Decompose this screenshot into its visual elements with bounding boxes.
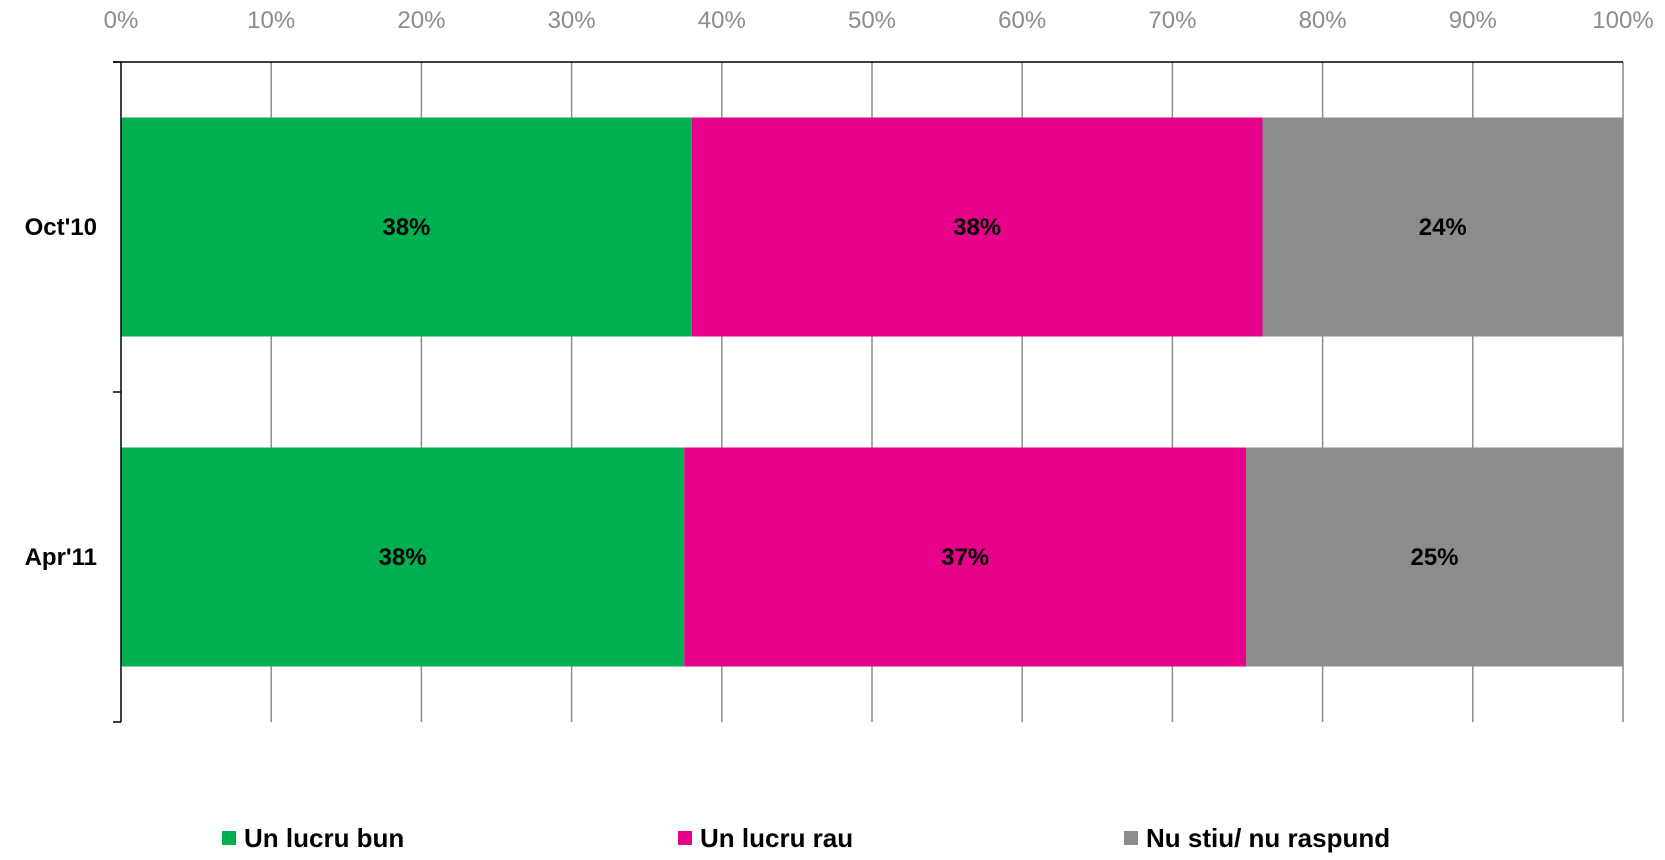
bar-segment [684, 447, 1246, 667]
x-tick-label: 100% [1592, 7, 1653, 34]
legend-label-un-lucru-rau: Un lucru rau [700, 822, 854, 853]
bar-segment [1262, 117, 1623, 337]
legend-swatch-nu-stiu [1124, 831, 1138, 845]
x-tick-label: 80% [1299, 7, 1347, 34]
category-label: Oct'10 [25, 214, 97, 241]
legend-item-un-lucru-rau[interactable]: Un lucru rau [678, 820, 853, 856]
legend-item-un-lucru-bun[interactable]: Un lucru bun [222, 820, 404, 856]
legend-swatch-un-lucru-bun [222, 831, 236, 845]
x-tick-label: 90% [1449, 7, 1497, 34]
bar-segment [1245, 447, 1623, 667]
x-tick-label: 0% [104, 7, 139, 34]
category-label: Apr'11 [25, 544, 97, 571]
data-label: 38% [953, 214, 1001, 241]
legend-label-un-lucru-bun: Un lucru bun [244, 822, 405, 853]
legend-swatch-un-lucru-rau [678, 831, 692, 845]
x-tick-label: 40% [698, 7, 746, 34]
x-tick-label: 30% [548, 7, 596, 34]
x-tick-label: 70% [1148, 7, 1196, 34]
legend-label-nu-stiu: Nu stiu/ nu raspund [1146, 822, 1391, 853]
data-label: 38% [382, 214, 430, 241]
data-label: 37% [941, 544, 989, 571]
x-tick-label: 20% [397, 7, 445, 34]
data-label: 38% [379, 544, 427, 571]
x-tick-label: 60% [998, 7, 1046, 34]
legend-item-nu-stiu[interactable]: Nu stiu/ nu raspund [1124, 820, 1390, 856]
data-label: 25% [1410, 544, 1458, 571]
x-tick-label: 10% [247, 7, 295, 34]
bar-segment [121, 447, 685, 667]
chart-legend: Un lucru bun Un lucru rau Nu stiu/ nu ra… [0, 820, 1665, 860]
bar-segment [691, 117, 1263, 337]
bar-segment [121, 117, 692, 337]
data-label: 24% [1419, 214, 1467, 241]
x-tick-label: 50% [848, 7, 896, 34]
